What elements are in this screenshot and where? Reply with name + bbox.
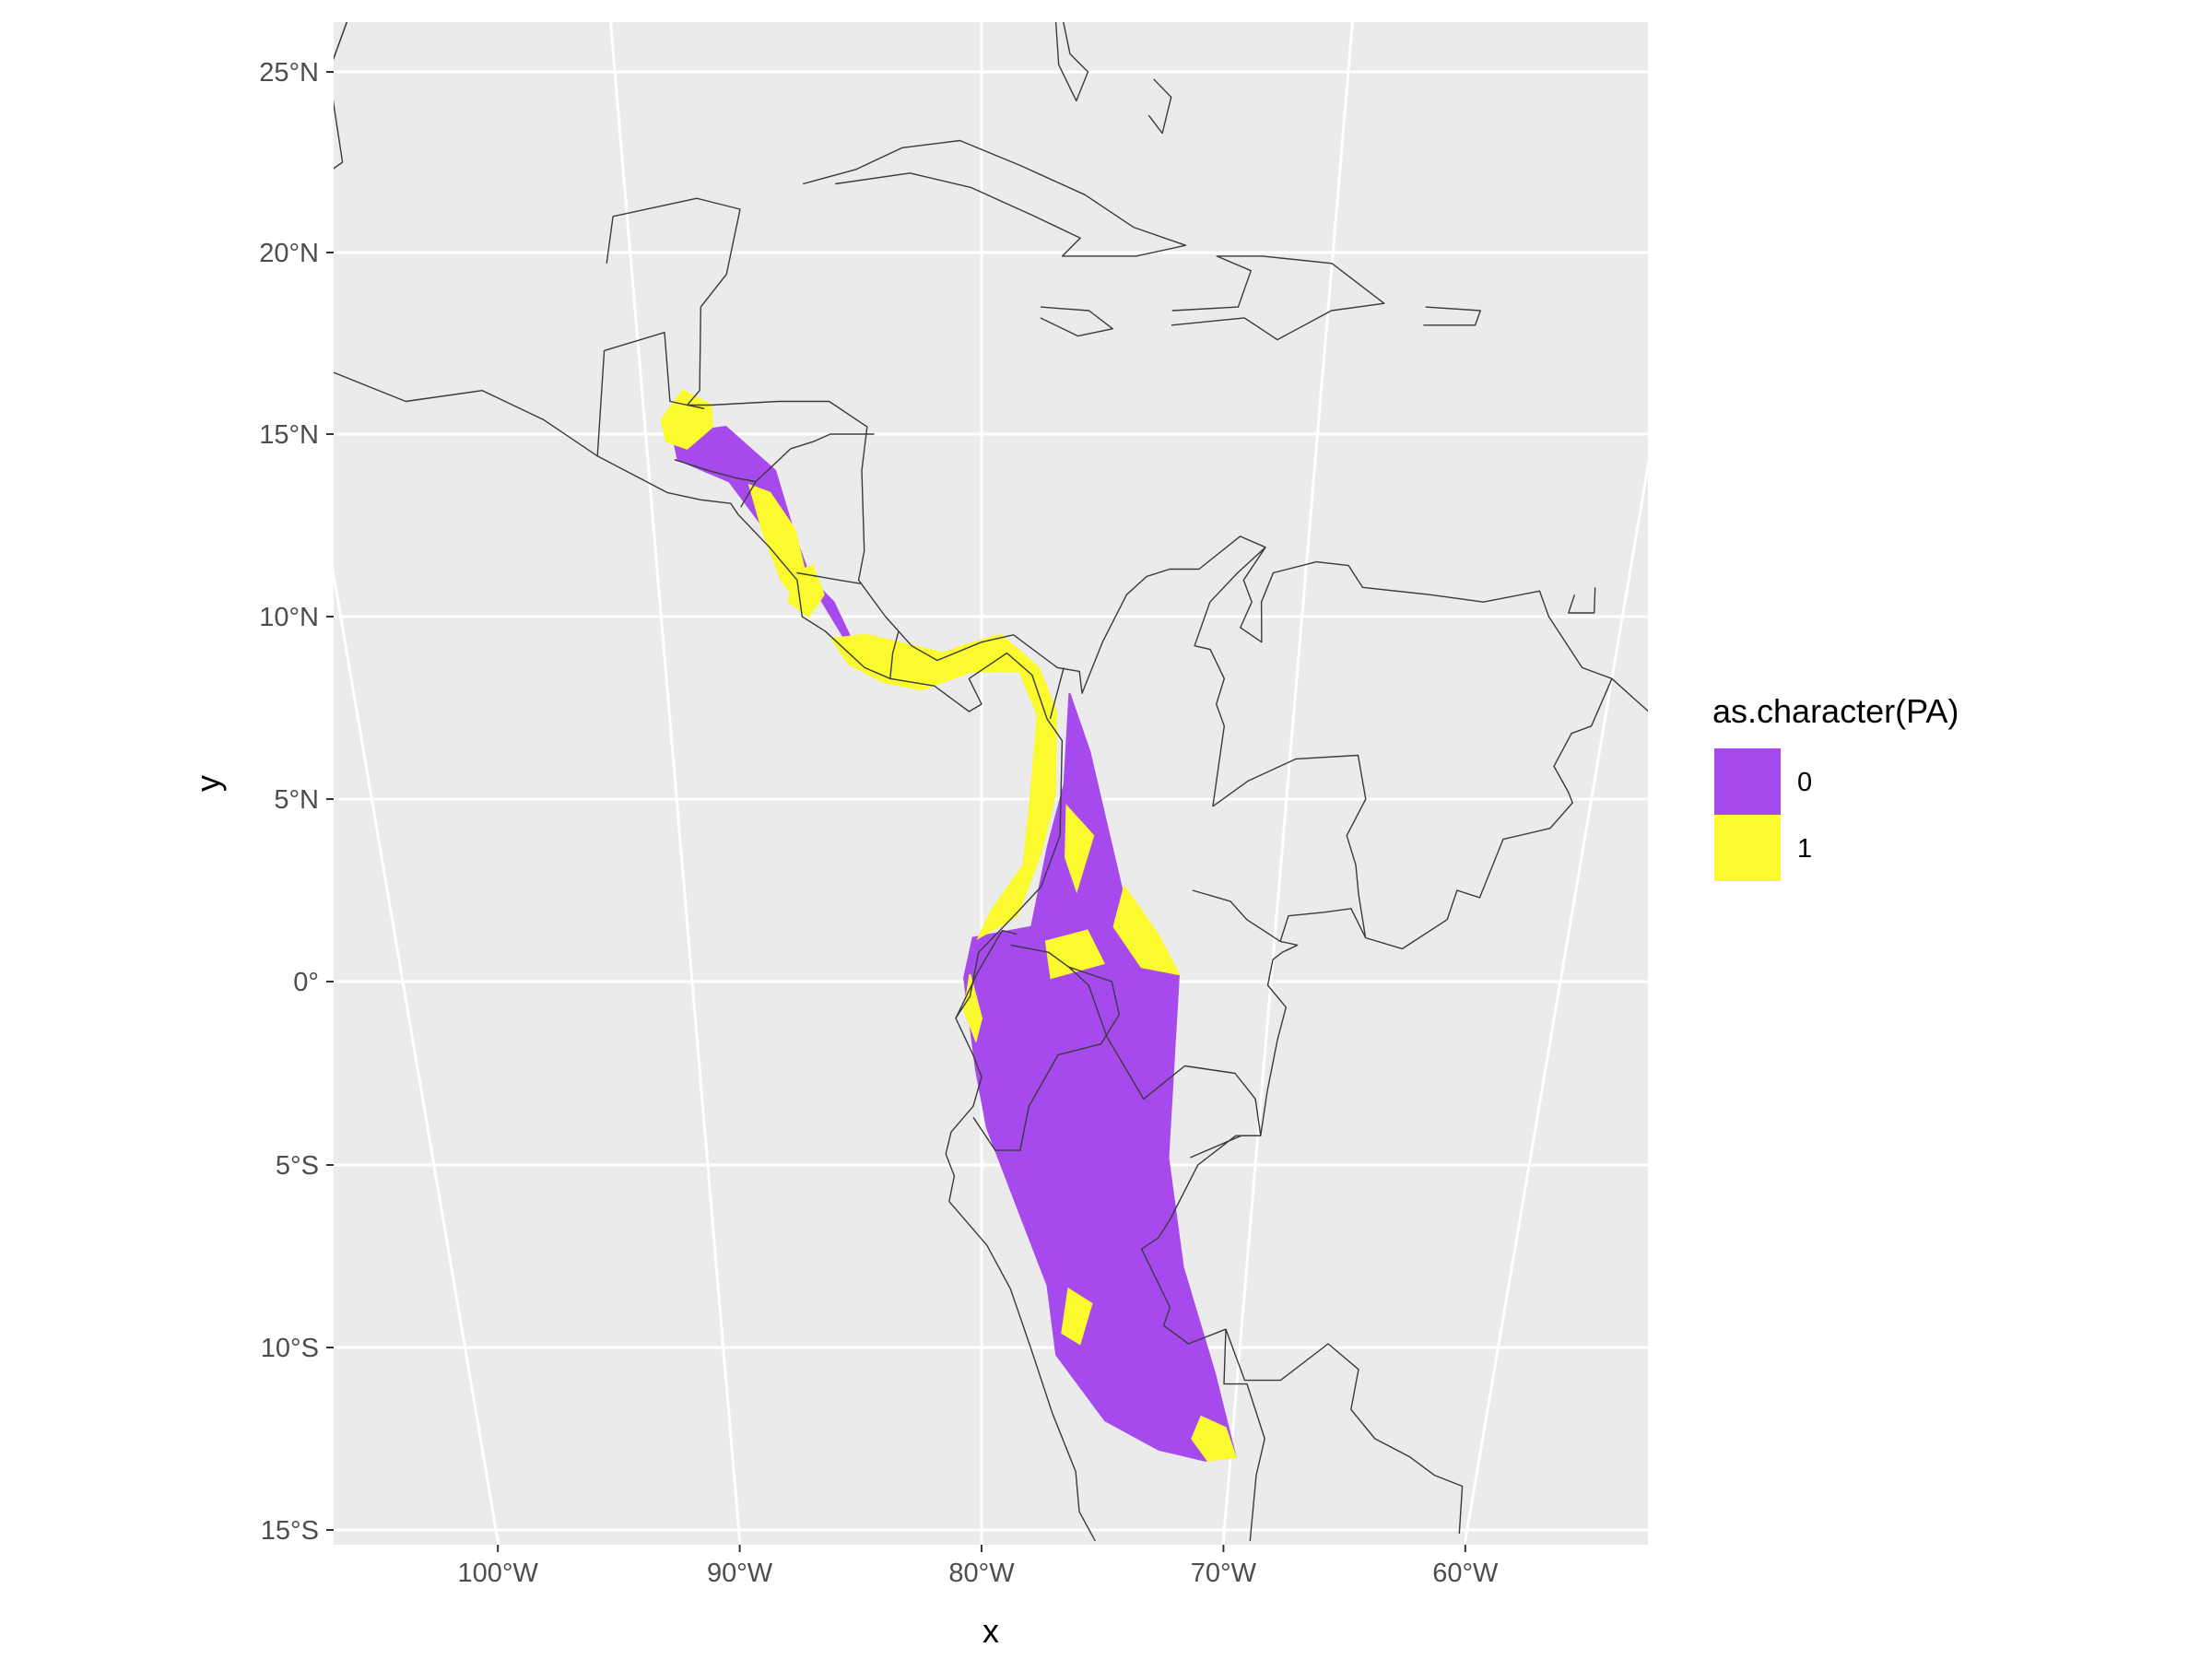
coastline — [1147, 78, 1172, 135]
coastline — [1040, 306, 1113, 337]
coastline — [1365, 678, 1613, 950]
coastline — [955, 929, 1018, 1019]
coastline — [1049, 667, 1065, 720]
coastline — [972, 944, 1120, 1151]
coastline — [1192, 889, 1299, 1136]
legend-label-1: 1 — [1797, 834, 1812, 864]
coastline — [596, 332, 705, 456]
coastline — [1140, 1135, 1265, 1541]
y-tick-label: 5°S — [276, 1151, 319, 1181]
coastline — [1225, 1328, 1464, 1535]
coastline — [796, 571, 863, 585]
x-tick-label: 70°W — [1191, 1559, 1257, 1588]
legend-label-0: 0 — [1797, 768, 1812, 797]
graticule-meridian — [1221, 22, 1354, 1545]
legend: as.character(PA) 0 1 — [1712, 692, 1959, 881]
y-tick-label: 10°N — [259, 603, 319, 632]
y-tick-label: 20°N — [259, 239, 319, 268]
raster-region-pa-0 — [963, 692, 1237, 1462]
y-axis: 25°N 20°N 15°N 10°N 5°N 0° 5°S 10°S 15°S — [259, 58, 334, 1546]
x-tick-label: 90°W — [707, 1559, 773, 1588]
coastline — [1568, 587, 1596, 614]
plot-panel — [334, 22, 1648, 1545]
coastline — [1194, 547, 1266, 806]
coastline — [1054, 22, 1089, 102]
raster-region-pa-1 — [1061, 1287, 1093, 1346]
graticule-meridian — [334, 567, 500, 1545]
graticule-meridian — [1463, 458, 1648, 1545]
x-tick-label: 100°W — [457, 1559, 538, 1588]
coastline — [740, 481, 757, 508]
y-tick-label: 0° — [293, 968, 319, 997]
coastline — [334, 22, 348, 61]
x-axis-title: x — [982, 1612, 999, 1650]
graticule-meridian — [609, 22, 742, 1545]
raster-region-pa-1 — [787, 564, 825, 618]
x-axis: 100°W 90°W 80°W 70°W 60°W — [457, 1545, 1499, 1588]
graticule-meridian — [0, 0, 272, 1603]
coastline — [334, 371, 1096, 1542]
coastline — [1212, 754, 1367, 942]
raster-region-pa-1 — [1065, 804, 1095, 894]
x-tick-label: 80°W — [948, 1559, 1015, 1588]
y-tick-label: 15°N — [259, 420, 319, 450]
legend-title: as.character(PA) — [1712, 692, 1959, 730]
coastline — [1423, 306, 1481, 326]
legend-key-0 — [1714, 748, 1781, 815]
coastline — [674, 433, 875, 483]
y-tick-label: 5°N — [274, 785, 319, 815]
raster-region-pa-1 — [1112, 884, 1181, 976]
x-tick-label: 60°W — [1432, 1559, 1499, 1588]
y-axis-title: y — [189, 775, 227, 792]
y-tick-label: 15°S — [261, 1516, 319, 1546]
country-borders — [334, 22, 1648, 1542]
coastline — [889, 630, 900, 679]
y-tick-label: 10°S — [261, 1334, 319, 1363]
raster-region-pa-1 — [830, 633, 1058, 940]
raster-region-pa-1 — [1191, 1415, 1237, 1462]
raster-cells — [660, 389, 1237, 1462]
y-tick-label: 25°N — [259, 58, 319, 88]
coastline — [606, 197, 1648, 712]
coastline — [803, 139, 1187, 257]
coastline — [1171, 255, 1385, 341]
raster-region-pa-1 — [1044, 929, 1106, 980]
legend-key-1 — [1714, 815, 1781, 881]
